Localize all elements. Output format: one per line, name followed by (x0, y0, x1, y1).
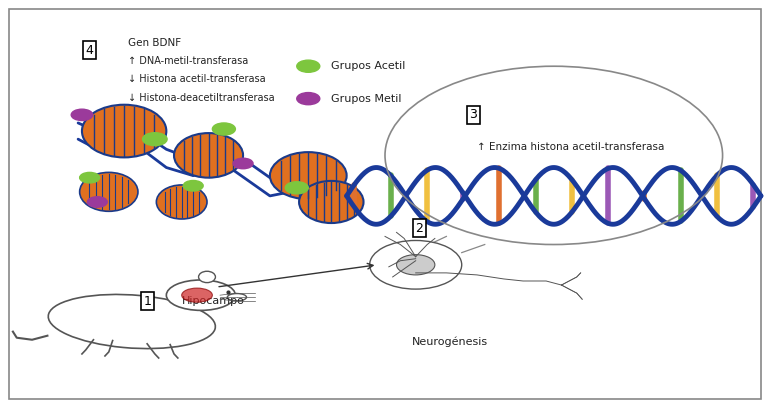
Ellipse shape (79, 173, 138, 211)
Circle shape (233, 158, 253, 169)
Text: 2: 2 (416, 222, 424, 235)
Text: Neurogénesis: Neurogénesis (412, 337, 488, 347)
Circle shape (79, 173, 99, 183)
Text: ↓ Histona acetil-transferasa: ↓ Histona acetil-transferasa (128, 74, 266, 84)
Ellipse shape (174, 133, 243, 177)
Ellipse shape (199, 271, 216, 283)
Text: 4: 4 (85, 44, 94, 57)
Text: 1: 1 (143, 295, 151, 308)
Circle shape (213, 123, 236, 135)
Text: ↑ Enzima histona acetil-transferasa: ↑ Enzima histona acetil-transferasa (477, 142, 665, 152)
Circle shape (71, 109, 92, 120)
Text: ↑ DNA-metil-transferasa: ↑ DNA-metil-transferasa (128, 56, 248, 66)
Circle shape (296, 60, 320, 72)
Circle shape (397, 255, 435, 275)
Ellipse shape (82, 105, 166, 157)
Text: Hipocampo: Hipocampo (182, 296, 245, 306)
Ellipse shape (166, 280, 236, 310)
Ellipse shape (156, 185, 207, 219)
Circle shape (142, 133, 167, 146)
Circle shape (87, 197, 107, 207)
Ellipse shape (182, 288, 213, 302)
Text: Grupos Metil: Grupos Metil (331, 94, 402, 104)
Text: ↓ Histona-deacetiltransferasa: ↓ Histona-deacetiltransferasa (128, 93, 275, 102)
Ellipse shape (227, 293, 246, 301)
Ellipse shape (270, 152, 346, 199)
Circle shape (285, 182, 308, 194)
Circle shape (296, 93, 320, 105)
FancyBboxPatch shape (9, 9, 761, 399)
Circle shape (183, 180, 203, 191)
Ellipse shape (299, 181, 363, 223)
Text: 3: 3 (469, 109, 477, 121)
Text: Grupos Acetil: Grupos Acetil (331, 61, 406, 71)
Text: Gen BDNF: Gen BDNF (128, 38, 181, 48)
Ellipse shape (49, 295, 216, 348)
Circle shape (370, 240, 462, 289)
